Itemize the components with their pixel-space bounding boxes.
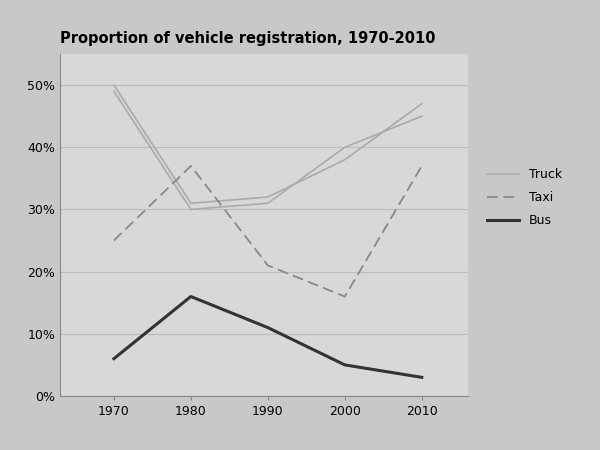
Text: Proportion of vehicle registration, 1970-2010: Proportion of vehicle registration, 1970… [60, 31, 436, 46]
Legend: Truck, Taxi, Bus: Truck, Taxi, Bus [482, 163, 567, 232]
